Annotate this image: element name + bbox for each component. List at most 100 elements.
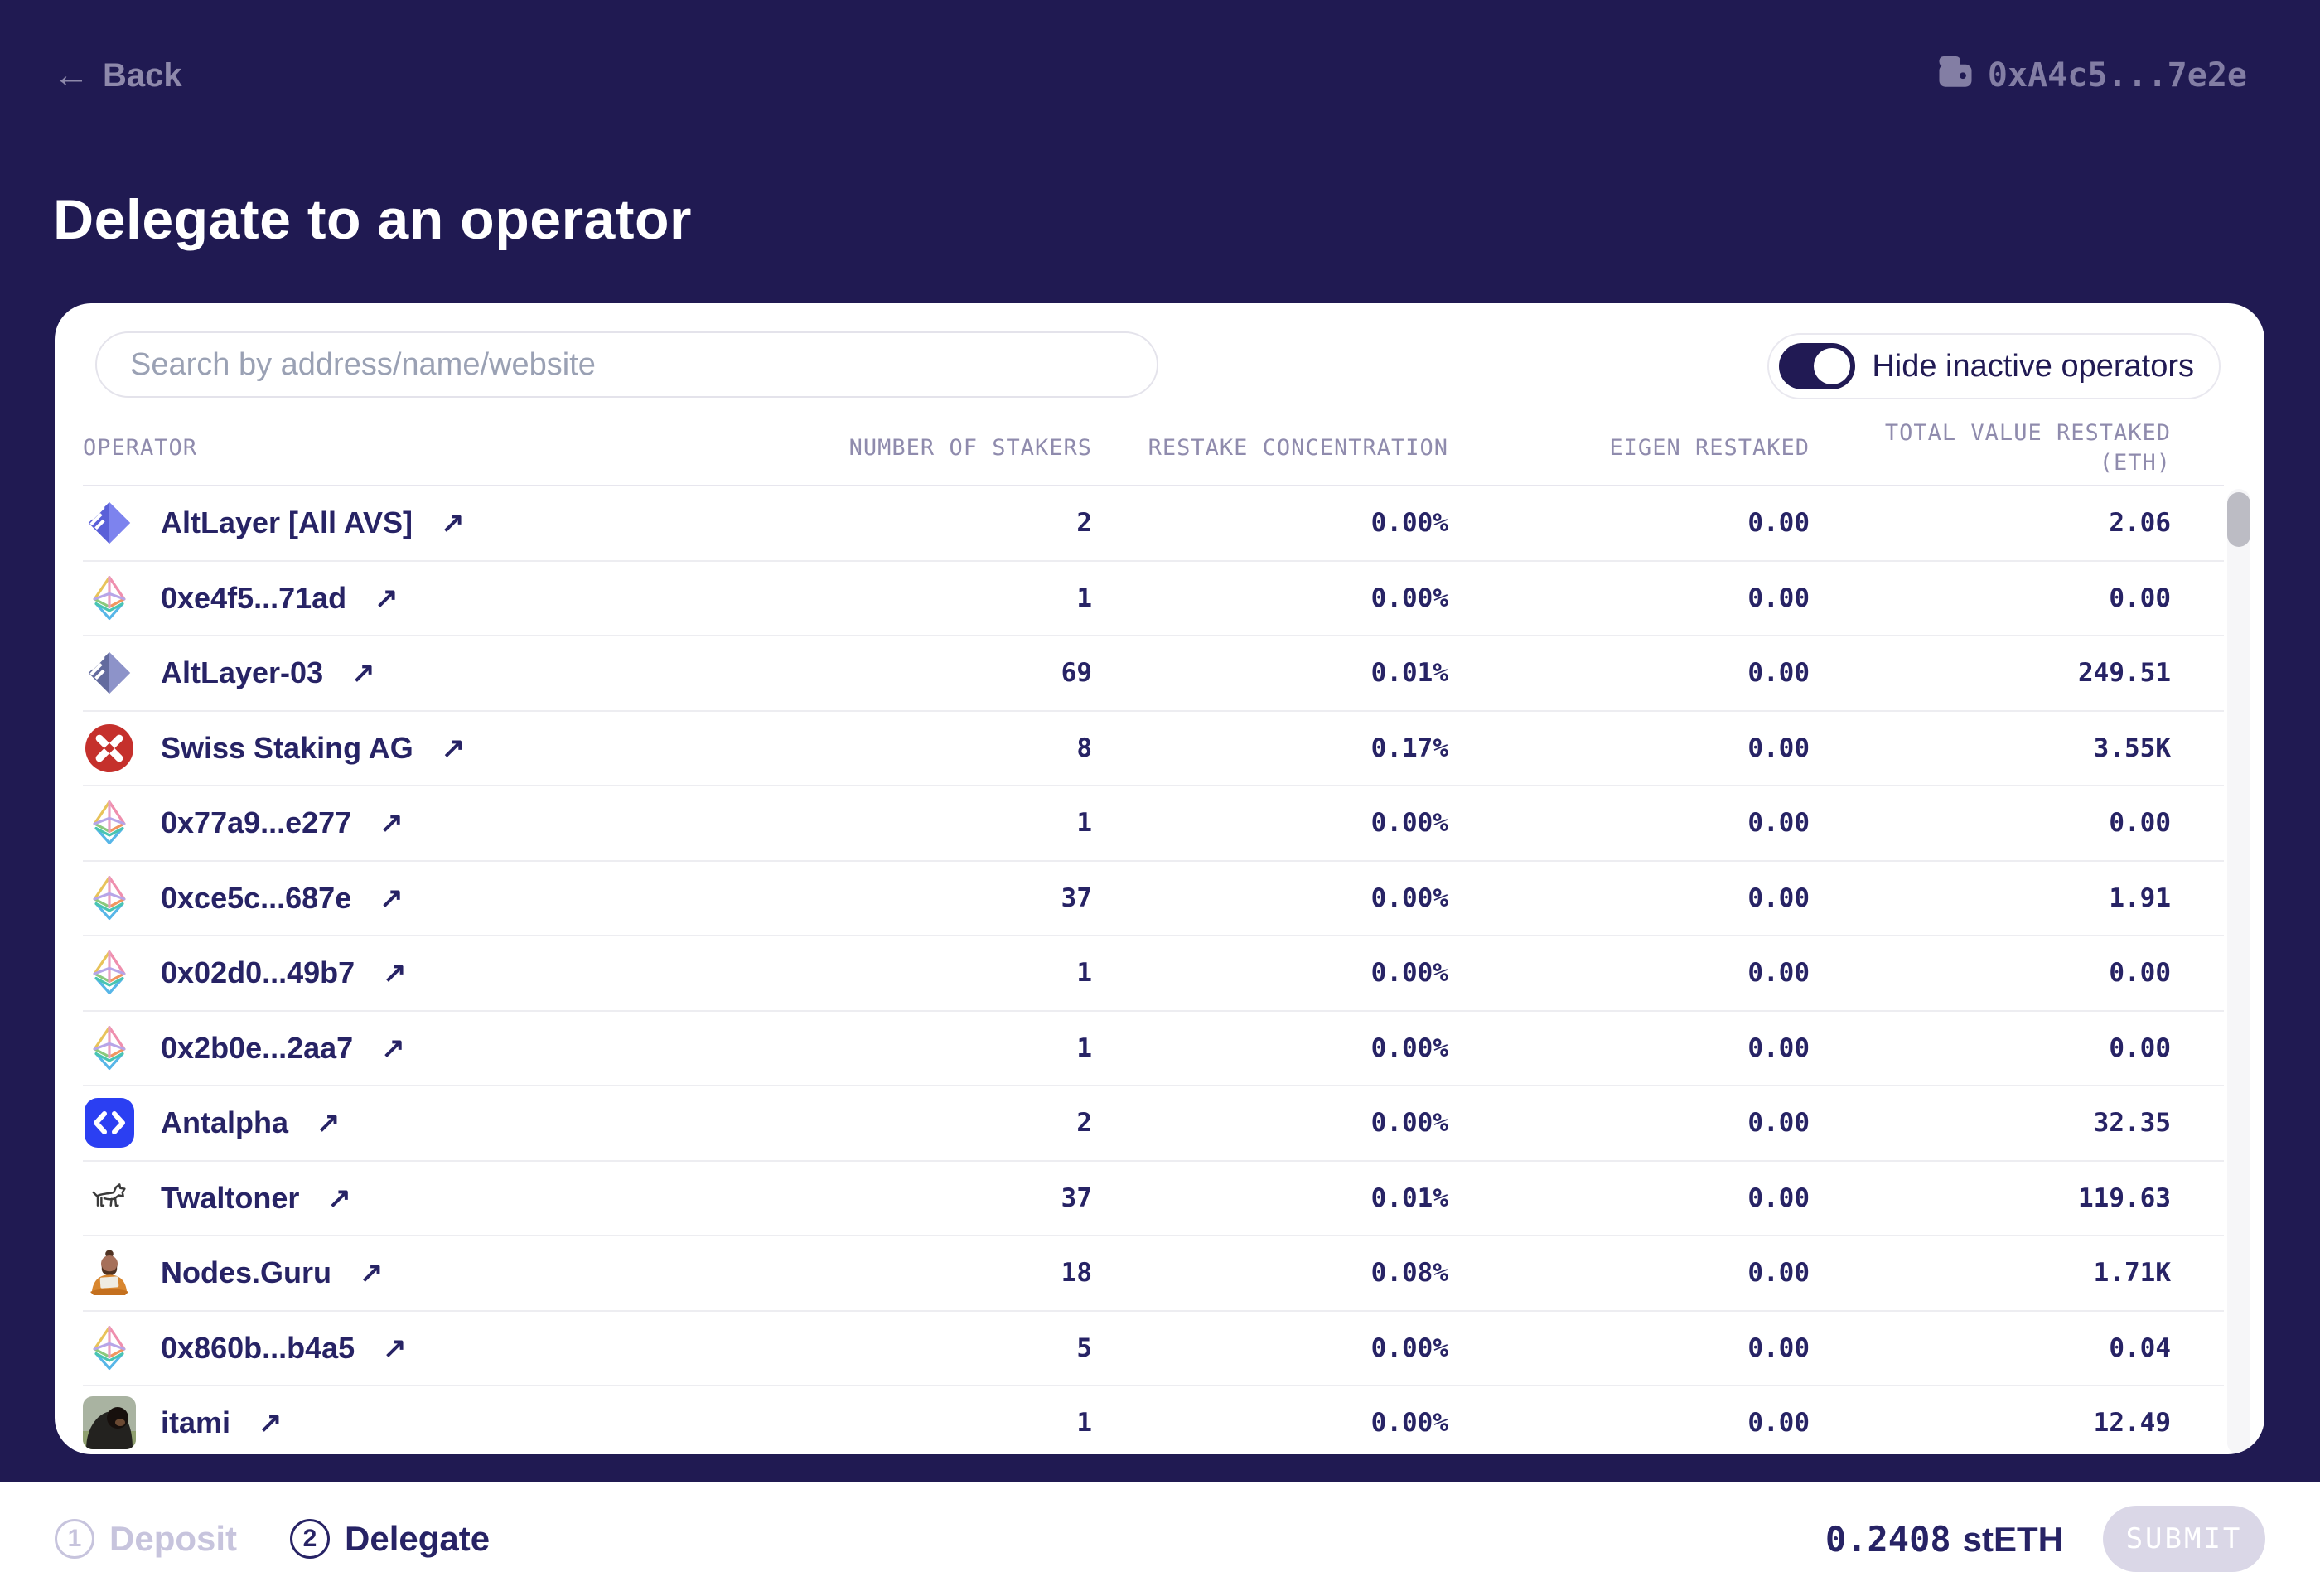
external-link-icon[interactable]: ↗ [259,1407,283,1439]
table-row[interactable]: AltLayer [All AVS] ↗ 2 0.00% 0.00 2.06 [83,486,2224,562]
table-header: OPERATOR NUMBER OF STAKERS RESTAKE CONCENT… [83,411,2224,486]
concentration-cell: 0.00% [1370,808,1448,839]
stakers-cell: 1 [1076,583,1092,613]
external-link-icon[interactable]: ↗ [441,732,466,764]
table-row[interactable]: 0x02d0...49b7 ↗ 1 0.00% 0.00 0.00 [83,936,2224,1012]
table-row[interactable]: 0x2b0e...2aa7 ↗ 1 0.00% 0.00 0.00 [83,1012,2224,1086]
page-title: Delegate to an operator [53,188,692,251]
itami-icon [83,1396,136,1450]
back-label: Back [103,56,182,94]
eigen-restaked-cell: 0.00 [1747,1108,1810,1139]
operator-cell[interactable]: AltLayer [All AVS] ↗ [83,496,711,549]
operator-name: 0x860b...b4a5 [161,1330,355,1365]
total-restaked-cell: 32.35 [2093,1108,2171,1139]
external-link-icon[interactable]: ↗ [351,657,375,689]
table-row[interactable]: 0x77a9...e277 ↗ 1 0.00% 0.00 0.00 [83,786,2224,862]
step-2-delegate[interactable]: 2 Delegate [290,1519,490,1559]
hide-inactive-toggle[interactable]: Hide inactive operators [1767,333,2221,399]
scrollbar-thumb[interactable] [2227,492,2250,547]
operator-name: 0xce5c...687e [161,880,352,915]
operator-name: Nodes.Guru [161,1255,332,1290]
table-row[interactable]: 0x860b...b4a5 ↗ 5 0.00% 0.00 0.04 [83,1312,2224,1386]
table-row[interactable]: 0xe4f5...71ad ↗ 1 0.00% 0.00 0.00 [83,562,2224,636]
back-arrow-icon: ← [53,55,89,95]
concentration-cell: 0.17% [1370,733,1448,763]
operator-cell[interactable]: 0x02d0...49b7 ↗ [83,946,711,999]
concentration-cell: 0.00% [1370,1033,1448,1063]
step-label: Delegate [345,1519,491,1558]
operator-cell[interactable]: 0xce5c...687e ↗ [83,872,711,925]
total-restaked-cell: 2.06 [2109,508,2171,539]
operator-cell[interactable]: Nodes.Guru ↗ [83,1246,711,1299]
total-restaked-cell: 0.00 [2109,808,2171,839]
table-row[interactable]: Twaltoner ↗ 37 0.01% 0.00 119.63 [83,1162,2224,1236]
operator-name: 0x2b0e...2aa7 [161,1030,354,1065]
operator-cell[interactable]: Twaltoner ↗ [83,1172,711,1225]
operator-cell[interactable]: AltLayer-03 ↗ [83,646,711,699]
external-link-icon[interactable]: ↗ [381,1032,405,1064]
table-row[interactable]: Antalpha ↗ 2 0.00% 0.00 32.35 [83,1086,2224,1162]
step-label: Deposit [109,1519,238,1558]
table-row[interactable]: AltLayer-03 ↗ 69 0.01% 0.00 249.51 [83,636,2224,712]
external-link-icon[interactable]: ↗ [360,1257,384,1289]
back-button[interactable]: ← Back [53,55,182,96]
external-link-icon[interactable]: ↗ [441,507,465,539]
step-indicator: 1 Deposit 2 Delegate [55,1519,490,1559]
external-link-icon[interactable]: ↗ [379,882,404,914]
stakers-cell: 37 [1061,1182,1092,1213]
external-link-icon[interactable]: ↗ [383,957,407,989]
toggle-label: Hide inactive operators [1872,348,2194,384]
total-restaked-cell: 12.49 [2093,1408,2171,1439]
external-link-icon[interactable]: ↗ [327,1182,351,1214]
scrollbar-track[interactable] [2227,489,2250,1454]
operator-name: Twaltoner [161,1180,300,1215]
search-input[interactable] [95,331,1158,398]
operator-list: AltLayer [All AVS] ↗ 2 0.00% 0.00 2.06 0xe4f5.… [83,486,2224,1454]
column-header-eigen-restaked: EIGEN RESTAKED [1609,434,1810,461]
stakers-cell: 2 [1076,1108,1092,1139]
stakers-cell: 1 [1076,1033,1092,1063]
table-row[interactable]: itami ↗ 1 0.00% 0.00 12.49 [83,1386,2224,1454]
eigen-restaked-cell: 0.00 [1747,808,1810,839]
operator-name: 0x02d0...49b7 [161,955,355,990]
stakers-cell: 2 [1076,508,1092,539]
total-restaked-cell: 0.00 [2109,583,2171,613]
operator-name: Antalpha [161,1105,289,1140]
concentration-cell: 0.00% [1370,1408,1448,1439]
operator-cell[interactable]: Antalpha ↗ [83,1096,711,1149]
submit-button[interactable]: SUBMIT [2103,1506,2265,1572]
stakers-cell: 1 [1076,1408,1092,1439]
external-link-icon[interactable]: ↗ [317,1107,341,1139]
operator-cell[interactable]: 0x860b...b4a5 ↗ [83,1322,711,1375]
table-row[interactable]: 0xce5c...687e ↗ 37 0.00% 0.00 1.91 [83,862,2224,936]
table-row[interactable]: Nodes.Guru ↗ 18 0.08% 0.00 1.71K [83,1236,2224,1312]
operator-name: AltLayer-03 [161,655,324,690]
operator-cell[interactable]: 0x77a9...e277 ↗ [83,796,711,849]
external-link-icon[interactable]: ↗ [375,582,399,614]
external-link-icon[interactable]: ↗ [383,1332,407,1364]
total-restaked-cell: 0.00 [2109,958,2171,989]
eigen-restaked-cell: 0.00 [1747,1258,1810,1289]
stakers-cell: 18 [1061,1258,1092,1289]
operator-cell[interactable]: 0xe4f5...71ad ↗ [83,572,711,625]
toggle-switch-icon[interactable] [1779,343,1856,389]
antalpha-icon [83,1096,136,1149]
amount-value: 0.2408 [1825,1518,1951,1560]
table-row[interactable]: Swiss Staking AG ↗ 8 0.17% 0.00 3.55K [83,712,2224,786]
step-1-deposit[interactable]: 1 Deposit [55,1519,237,1559]
operator-cell[interactable]: itami ↗ [83,1396,711,1450]
wallet-chip[interactable]: 0xA4c5...7e2e [1938,55,2247,96]
column-header-number-of-stakers: NUMBER OF STAKERS [848,434,1092,461]
eth-icon [83,1022,136,1075]
concentration-cell: 0.01% [1370,658,1448,689]
eigen-restaked-cell: 0.00 [1747,883,1810,913]
footer-bar: 1 Deposit 2 Delegate 0.2408 stETH SUBMIT [0,1482,2320,1596]
delegation-amount: 0.2408 stETH [1825,1519,2063,1560]
eigen-restaked-cell: 0.00 [1747,1332,1810,1363]
nodes-guru-icon [83,1246,136,1299]
operator-cell[interactable]: Swiss Staking AG ↗ [83,722,711,775]
external-link-icon[interactable]: ↗ [379,807,404,839]
concentration-cell: 0.00% [1370,583,1448,613]
eigen-restaked-cell: 0.00 [1747,583,1810,613]
operator-cell[interactable]: 0x2b0e...2aa7 ↗ [83,1022,711,1075]
